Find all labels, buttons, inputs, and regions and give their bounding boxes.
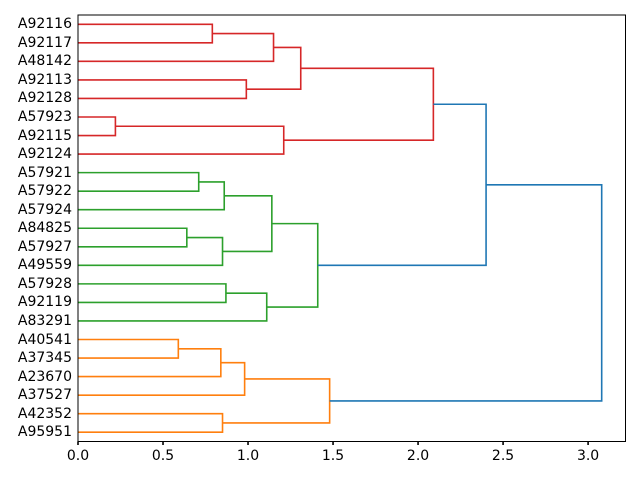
leaf-label: A92116 <box>17 16 72 33</box>
leaf-label: A57924 <box>17 201 72 218</box>
dendrogram-link-m0 <box>78 23 214 44</box>
x-tick-label: 1.0 <box>236 447 260 464</box>
dendrogram-link-m16 <box>78 347 222 378</box>
dendrogram-link-m8 <box>78 181 226 211</box>
leaf-label: A57922 <box>17 183 72 200</box>
x-tick-label: 0.0 <box>66 447 90 464</box>
dendrogram-link-m5 <box>78 125 285 155</box>
leaf-label: A92115 <box>17 127 72 144</box>
dendrogram-link-m10 <box>78 236 224 267</box>
dendrogram-link-m20 <box>317 103 487 267</box>
leaf-label: A92124 <box>17 146 72 163</box>
dendrogram-link-m13 <box>78 292 268 322</box>
leaf-label: A92119 <box>17 294 72 311</box>
leaf-label: A23670 <box>17 368 72 385</box>
dendrogram-link-m21 <box>329 183 603 402</box>
dendrogram-link-m4 <box>78 116 117 137</box>
leaf-label: A57921 <box>17 164 72 181</box>
leaf-label: A37527 <box>17 387 72 404</box>
leaf-label: A48142 <box>17 53 72 70</box>
dendrogram-link-m14 <box>266 222 319 308</box>
x-tick-label: 0.5 <box>151 447 175 464</box>
leaf-label: A83291 <box>17 312 72 329</box>
leaf-label: A92117 <box>17 34 72 51</box>
dendrogram-link-m6 <box>283 67 435 141</box>
dendrogram-link-m11 <box>222 194 273 253</box>
dendrogram-link-m2 <box>78 79 248 100</box>
leaf-label: A84825 <box>17 220 72 237</box>
leaf-label: A92128 <box>17 90 72 107</box>
leaf-label: A95951 <box>17 424 72 441</box>
dendrogram-link-m18 <box>78 412 224 434</box>
x-tick-label: 1.5 <box>321 447 345 464</box>
dendrogram-link-m1 <box>78 32 275 63</box>
leaf-label: A49559 <box>17 257 72 274</box>
dendrogram-link-m17 <box>78 361 246 396</box>
x-tick-label: 3.0 <box>576 447 600 464</box>
leaf-label: A57928 <box>17 275 72 292</box>
x-tick-label: 2.0 <box>406 447 430 464</box>
leaf-label: A57923 <box>17 108 72 125</box>
dendrogram-link-m12 <box>78 283 227 304</box>
leaf-label: A40541 <box>17 331 72 348</box>
dendrogram-link-m9 <box>78 227 188 248</box>
dendrogram-link-m7 <box>78 171 200 192</box>
plot-border <box>77 14 626 442</box>
leaf-label: A92113 <box>17 71 72 88</box>
x-tick-label: 2.5 <box>491 447 515 464</box>
dendrogram-link-m19 <box>222 378 331 424</box>
leaf-label: A57927 <box>17 238 72 255</box>
leaf-label: A42352 <box>17 405 72 422</box>
leaf-label: A37345 <box>17 350 72 367</box>
dendrogram-link-m15 <box>78 338 180 359</box>
